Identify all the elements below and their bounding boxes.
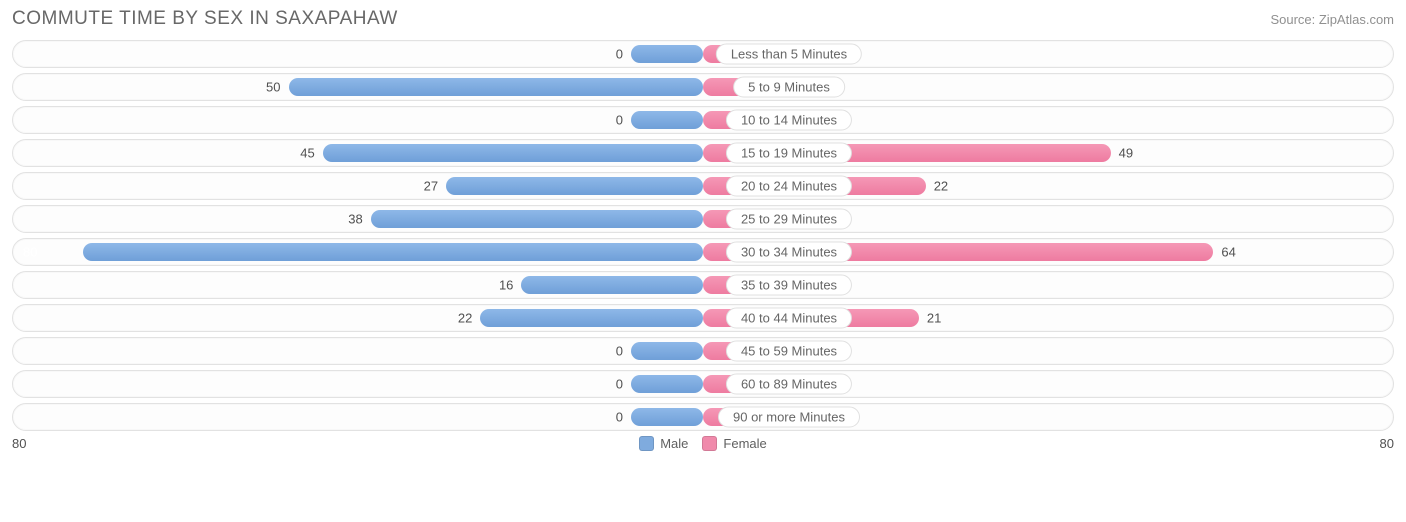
- chart-row: 0060 to 89 Minutes: [12, 370, 1394, 398]
- row-category-label: 25 to 29 Minutes: [726, 209, 852, 230]
- chart-row: 80 64 30 to 34 Minutes: [12, 238, 1394, 266]
- row-category-label: 60 to 89 Minutes: [726, 374, 852, 395]
- row-category-label: 90 or more Minutes: [718, 407, 860, 428]
- male-bar: [631, 45, 703, 63]
- female-value-label: 22: [934, 179, 948, 194]
- male-value-label: 0: [616, 344, 623, 359]
- chart-source: Source: ZipAtlas.com: [1270, 12, 1394, 27]
- chart-row: 00Less than 5 Minutes: [12, 40, 1394, 68]
- male-value-label: 38: [348, 212, 362, 227]
- chart-header: COMMUTE TIME BY SEX IN SAXAPAHAW Source:…: [0, 0, 1406, 34]
- female-value-label: 64: [1221, 245, 1235, 260]
- row-category-label: 35 to 39 Minutes: [726, 275, 852, 296]
- male-bar: [480, 309, 703, 327]
- female-value-label: 21: [927, 311, 941, 326]
- scale-right-label: 80: [1380, 436, 1394, 451]
- row-category-label: 15 to 19 Minutes: [726, 143, 852, 164]
- female-swatch-icon: [702, 436, 717, 451]
- male-value-label: 80: [23, 245, 37, 260]
- chart-row: 5075 to 9 Minutes: [12, 73, 1394, 101]
- male-bar: [631, 111, 703, 129]
- male-bar: [289, 78, 704, 96]
- male-value-label: 0: [616, 377, 623, 392]
- row-category-label: 45 to 59 Minutes: [726, 341, 852, 362]
- chart-footer: 80 Male Female 80: [0, 436, 1406, 455]
- male-bar: [446, 177, 703, 195]
- chart-title: COMMUTE TIME BY SEX IN SAXAPAHAW: [12, 8, 398, 30]
- male-value-label: 16: [499, 278, 513, 293]
- male-swatch-icon: [639, 436, 654, 451]
- male-bar: [631, 408, 703, 426]
- row-category-label: 30 to 34 Minutes: [726, 242, 852, 263]
- male-bar: [371, 210, 703, 228]
- chart-row: 38725 to 29 Minutes: [12, 205, 1394, 233]
- chart-row: 27 22 20 to 24 Minutes: [12, 172, 1394, 200]
- chart-row: 45 49 15 to 19 Minutes: [12, 139, 1394, 167]
- male-value-label: 0: [616, 410, 623, 425]
- legend-female: Female: [702, 436, 766, 451]
- male-value-label: 27: [424, 179, 438, 194]
- chart-area: 0 0 Less than 5 Minutes 5075 to 9 Minutes 0 0…: [0, 34, 1406, 431]
- chart-row: 0045 to 59 Minutes: [12, 337, 1394, 365]
- chart-row: 0010 to 14 Minutes: [12, 106, 1394, 134]
- male-bar: [323, 144, 703, 162]
- row-category-label: Less than 5 Minutes: [716, 44, 862, 65]
- legend-male-label: Male: [660, 436, 688, 451]
- male-bar: [83, 243, 703, 261]
- row-category-label: 20 to 24 Minutes: [726, 176, 852, 197]
- legend-male: Male: [639, 436, 688, 451]
- row-category-label: 10 to 14 Minutes: [726, 110, 852, 131]
- chart-row: 22 21 40 to 44 Minutes: [12, 304, 1394, 332]
- row-category-label: 40 to 44 Minutes: [726, 308, 852, 329]
- male-value-label: 45: [300, 146, 314, 161]
- chart-row: 0090 or more Minutes: [12, 403, 1394, 431]
- row-category-label: 5 to 9 Minutes: [733, 77, 845, 98]
- legend-female-label: Female: [723, 436, 766, 451]
- male-value-label: 0: [616, 113, 623, 128]
- chart-legend: Male Female: [26, 436, 1379, 451]
- chart-row: 16035 to 39 Minutes: [12, 271, 1394, 299]
- male-bar: [521, 276, 703, 294]
- male-bar: [631, 375, 703, 393]
- male-value-label: 22: [458, 311, 472, 326]
- male-bar: [631, 342, 703, 360]
- scale-left-label: 80: [12, 436, 26, 451]
- male-value-label: 50: [266, 80, 280, 95]
- male-value-label: 0: [616, 47, 623, 62]
- female-value-label: 49: [1119, 146, 1133, 161]
